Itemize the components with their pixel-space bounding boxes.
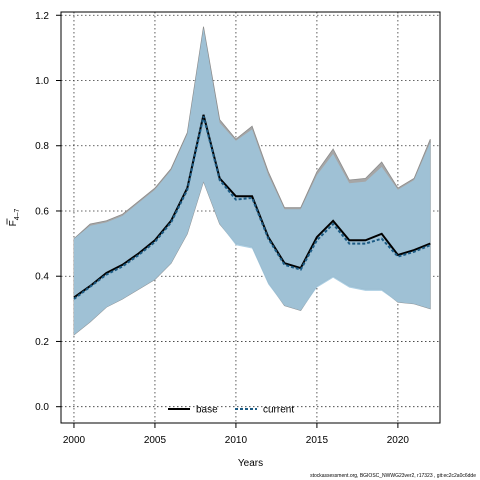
legend-label-current: current xyxy=(263,405,294,416)
y-tick-label: 0.2 xyxy=(35,337,49,348)
x-tick-label: 2000 xyxy=(63,435,86,446)
legend: base current xyxy=(168,405,294,416)
x-tick-label: 2020 xyxy=(387,435,410,446)
line-current xyxy=(73,116,431,300)
x-tick-label: 2015 xyxy=(306,435,329,446)
svg-text:F4–7: F4–7 xyxy=(8,209,21,227)
footer-note: stockassessment.org, BGIOSC_NWWG23ver2, … xyxy=(310,473,476,479)
y-tick-label: 1.2 xyxy=(35,11,49,22)
x-tick-label: 2010 xyxy=(225,435,248,446)
y-tick-label: 0.4 xyxy=(35,272,49,283)
axis-ticks: 2000 2005 2010 2015 2020 0.0 0.2 0.4 0.6 0.8 1.0 1.… xyxy=(35,11,409,446)
y-tick-label: 0.8 xyxy=(35,141,49,152)
y-axis-title-subscript: 4–7 xyxy=(14,209,21,221)
series-lines xyxy=(73,114,431,300)
line-base xyxy=(73,114,431,299)
y-axis-title: F4–7 xyxy=(6,209,21,227)
y-tick-label: 1.0 xyxy=(35,76,49,87)
y-tick-label: 0.0 xyxy=(35,402,49,413)
x-axis-title: Years xyxy=(238,458,263,469)
plot-frame xyxy=(60,11,441,424)
band-current xyxy=(74,28,431,335)
x-tick-label: 2005 xyxy=(144,435,167,446)
confidence-bands xyxy=(73,26,431,336)
legend-label-base: base xyxy=(196,405,218,416)
y-axis-title-main: F xyxy=(8,220,19,226)
y-tick-label: 0.6 xyxy=(35,206,49,217)
